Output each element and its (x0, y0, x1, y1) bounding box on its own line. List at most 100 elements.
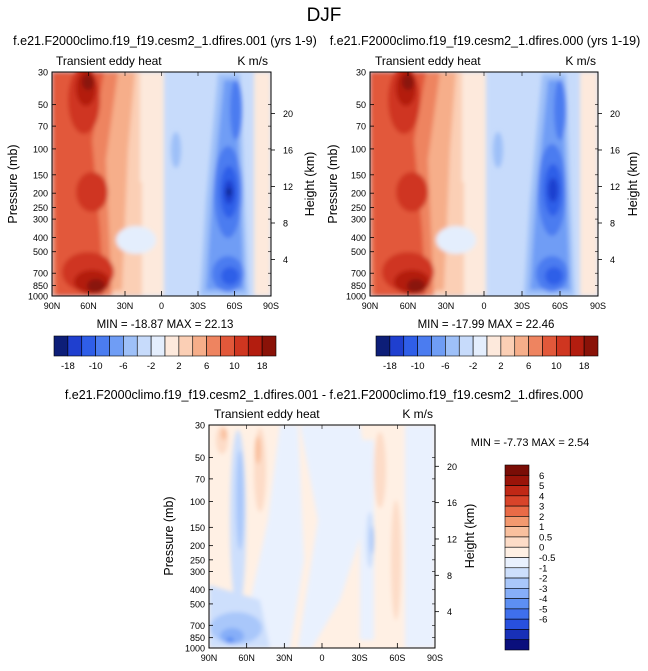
panel-2-y2-ticks: 20 16 12 8 4 (598, 109, 620, 265)
y2-tick-label: 20 (610, 109, 620, 119)
colorbar-label: -18 (61, 361, 75, 372)
x-tick-label: 30S (514, 301, 530, 311)
x-tick-label: 90S (590, 301, 606, 311)
y-tick-label: 400 (33, 233, 48, 243)
colorbar-label: 6 (539, 471, 544, 482)
colorbar-label: 6 (204, 361, 209, 372)
y-tick-label: 30 (356, 68, 366, 78)
colorbar-swatch (504, 495, 530, 507)
colorbar-swatch (504, 567, 530, 579)
y-tick-label: 500 (33, 247, 48, 257)
colorbar-swatch (504, 516, 530, 527)
colorbar-swatch (389, 335, 405, 357)
panel-1-stats: MIN = -18.87 MAX = 22.13 (97, 319, 234, 331)
x-tick-label: 0 (481, 301, 486, 311)
panel-3: f.e21.F2000climo.f19_f19.cesm2_1.dfires.… (65, 388, 589, 663)
y-tick-label: 850 (33, 281, 48, 291)
y-tick-label: 1000 (28, 292, 48, 302)
x-tick-label: 30S (352, 653, 368, 663)
colorbar-swatch (164, 335, 180, 357)
y2-tick-label: 12 (447, 534, 457, 544)
y-tick-label: 50 (38, 100, 48, 110)
y2-tick-label: 8 (283, 218, 288, 228)
colorbar-swatch (81, 335, 96, 357)
y2-tick-label: 20 (283, 109, 293, 119)
x-tick-label: 60N (238, 653, 255, 663)
colorbar-swatch (504, 464, 530, 476)
colorbar-label: -3 (539, 584, 547, 595)
colorbar-swatch (206, 335, 221, 357)
colorbar-swatch (504, 546, 530, 558)
y-tick-label: 200 (190, 541, 205, 551)
colorbar-swatch (261, 335, 277, 357)
y-tick-label: 700 (33, 269, 48, 279)
y-tick-label: 250 (351, 203, 366, 213)
x-tick-label: 30N (438, 301, 455, 311)
y-tick-label: 100 (351, 144, 366, 154)
colorbar-swatch (486, 335, 502, 357)
colorbar-label: -6 (441, 361, 449, 372)
panel-2-y-label: Pressure (mb) (326, 144, 340, 223)
panel-2-x-ticks: 90N 60N 30N 0 30S 60S 90S (362, 72, 606, 311)
panel-1-y2-ticks: 20 16 12 8 4 (271, 109, 293, 265)
panel-1: f.e21.F2000climo.f19_f19.cesm2_1.dfires.… (6, 34, 317, 331)
y2-tick-label: 20 (447, 462, 457, 472)
colorbar-swatch (504, 536, 530, 548)
x-tick-label: 0 (319, 653, 324, 663)
panel-3-field (209, 425, 435, 648)
colorbar-swatch (109, 335, 124, 357)
x-tick-label: 60S (226, 301, 242, 311)
colorbar-swatch (247, 335, 263, 357)
colorbar-swatch (403, 335, 418, 357)
x-tick-label: 30S (190, 301, 206, 311)
y2-tick-label: 12 (283, 182, 293, 192)
panel-3-right-string: K m/s (402, 407, 433, 421)
colorbar-swatch (500, 335, 516, 357)
panel-2-right-string: K m/s (565, 54, 596, 68)
panel-2-field (370, 72, 598, 296)
y2-tick-label: 16 (610, 145, 620, 155)
y-tick-label: 100 (33, 144, 48, 154)
y2-tick-label: 4 (447, 607, 452, 617)
panel-2: f.e21.F2000climo.f19_f19.cesm2_1.dfires.… (326, 34, 640, 331)
colorbar-swatch (417, 335, 432, 357)
x-tick-label: 90S (427, 653, 443, 663)
colorbar-label: -10 (411, 361, 425, 372)
colorbar-swatch (504, 608, 530, 620)
y-tick-label: 100 (190, 497, 205, 507)
colorbar-swatch (504, 618, 530, 630)
x-tick-label: 0 (159, 301, 164, 311)
panel-3-header: f.e21.F2000climo.f19_f19.cesm2_1.dfires.… (65, 388, 583, 402)
x-tick-label: 60N (400, 301, 417, 311)
y-tick-label: 1000 (346, 292, 366, 302)
y-tick-label: 70 (38, 122, 48, 132)
y-tick-label: 150 (33, 170, 48, 180)
colorbar-label: -2 (539, 574, 547, 585)
colorbar-label: 2 (539, 512, 544, 523)
colorbar-label: -6 (539, 615, 547, 626)
colorbar-label: 10 (551, 361, 562, 372)
colorbar-swatch (472, 335, 488, 357)
y-tick-label: 50 (195, 453, 205, 463)
y-tick-label: 250 (33, 203, 48, 213)
x-tick-label: 90N (44, 301, 61, 311)
colorbar-label: 18 (579, 361, 590, 372)
panel-3-x-ticks: 90N 60N 30N 0 30S 60S 90S (201, 425, 443, 663)
colorbar-swatch (123, 335, 138, 357)
panel-3-y-label: Pressure (mb) (162, 496, 176, 575)
y-tick-label: 50 (356, 100, 366, 110)
y2-tick-label: 12 (610, 182, 620, 192)
colorbar-swatch (528, 335, 543, 357)
colorbar-label: -5 (539, 604, 547, 615)
colorbar-swatch (95, 335, 110, 357)
colorbar-label: -2 (469, 361, 477, 372)
x-tick-label: 60S (389, 653, 405, 663)
colorbar-swatch (569, 335, 585, 357)
panel-1-right-string: K m/s (237, 54, 268, 68)
y-tick-label: 200 (33, 189, 48, 199)
figure-title: DJF (307, 5, 342, 26)
colorbar-swatch (445, 335, 460, 357)
colorbar-swatch (220, 335, 235, 357)
y2-tick-label: 8 (447, 571, 452, 581)
